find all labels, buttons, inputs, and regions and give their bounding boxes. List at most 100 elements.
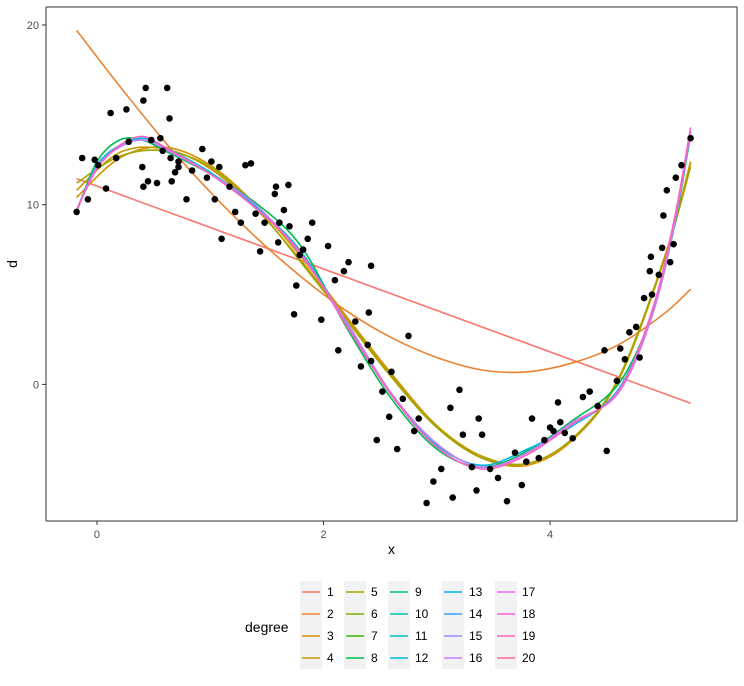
data-point-40 — [256, 248, 264, 255]
data-point-102 — [579, 393, 587, 401]
data-point-36 — [237, 219, 245, 226]
data-point-33 — [218, 235, 225, 243]
data-point-100 — [561, 429, 569, 437]
data-point-43 — [272, 183, 280, 190]
legend-label: 2 — [327, 607, 334, 621]
fit-curve-degree-4 — [76, 146, 692, 466]
legend-label: 4 — [327, 651, 334, 665]
fit-curve-degree-5 — [76, 149, 692, 466]
data-point-104 — [594, 402, 601, 410]
data-point-79 — [447, 404, 454, 412]
data-point-71 — [393, 445, 401, 453]
data-point-117 — [655, 271, 663, 279]
x-axis-title: x — [388, 541, 395, 557]
data-point-120 — [663, 187, 671, 194]
data-point-55 — [318, 316, 325, 324]
data-point-18 — [159, 147, 166, 155]
data-point-77 — [430, 478, 437, 485]
data-point-27 — [188, 167, 196, 174]
data-point-70 — [388, 368, 395, 376]
data-point-68 — [379, 388, 386, 395]
data-point-25 — [175, 158, 182, 165]
data-point-10 — [139, 163, 146, 171]
data-point-69 — [385, 413, 393, 421]
data-point-94 — [535, 454, 543, 462]
data-point-31 — [211, 196, 219, 203]
data-point-105 — [601, 347, 608, 354]
data-point-93 — [528, 415, 536, 422]
data-point-108 — [617, 345, 624, 352]
legend-label: 19 — [522, 629, 536, 643]
data-point-62 — [357, 363, 365, 370]
data-point-83 — [468, 463, 476, 471]
x-tick-label: 2 — [320, 529, 326, 541]
data-point-26 — [183, 196, 190, 203]
data-point-74 — [410, 427, 418, 435]
data-point-35 — [231, 208, 239, 216]
data-point-113 — [640, 294, 648, 302]
legend-label: 20 — [522, 651, 536, 665]
data-point-4 — [94, 161, 102, 169]
fit-curve-degree-16 — [75, 130, 692, 469]
data-point-54 — [308, 219, 316, 226]
legend-label: 11 — [415, 629, 428, 643]
data-point-80 — [449, 494, 457, 501]
x-axis-ticks: 0 2 4 — [94, 521, 553, 541]
data-point-114 — [646, 267, 654, 275]
data-point-53 — [304, 235, 312, 243]
data-point-6 — [107, 109, 114, 117]
legend-label: 9 — [415, 585, 422, 599]
y-tick-label: 20 — [27, 20, 39, 32]
fit-curve-degree-2 — [75, 29, 692, 374]
data-point-0 — [73, 208, 80, 216]
data-point-51 — [296, 251, 304, 259]
data-point-8 — [123, 106, 130, 113]
data-point-16 — [153, 179, 161, 187]
fit-curve-degree-8 — [75, 134, 692, 468]
fit-curve-degree-19 — [75, 127, 692, 470]
data-point-17 — [157, 134, 164, 142]
data-point-9 — [125, 138, 132, 146]
data-point-34 — [226, 183, 233, 190]
data-point-50 — [293, 282, 300, 289]
data-point-67 — [373, 436, 381, 444]
data-point-11 — [140, 183, 147, 190]
data-point-75 — [415, 415, 423, 422]
data-point-101 — [569, 435, 576, 442]
legend-label: 16 — [469, 651, 483, 665]
data-point-23 — [171, 169, 179, 176]
data-point-49 — [290, 311, 298, 318]
data-point-3 — [91, 156, 98, 164]
data-point-121 — [666, 258, 674, 266]
data-point-22 — [168, 178, 175, 185]
data-point-42 — [271, 190, 279, 198]
data-point-21 — [167, 154, 174, 162]
legend-label: 18 — [522, 607, 536, 621]
y-axis-ticks: 0 10 20 — [27, 20, 46, 391]
data-points — [73, 84, 694, 507]
data-point-12 — [140, 97, 147, 104]
data-point-24 — [175, 163, 182, 171]
data-point-1 — [78, 154, 86, 162]
y-axis-title: d — [4, 260, 20, 268]
data-point-119 — [660, 212, 667, 219]
data-point-58 — [335, 347, 342, 354]
data-point-45 — [276, 219, 283, 226]
legend-label: 7 — [371, 629, 378, 643]
data-point-7 — [112, 154, 120, 162]
data-point-20 — [166, 115, 173, 122]
legend-label: 8 — [371, 651, 378, 665]
data-point-41 — [261, 219, 268, 226]
data-point-44 — [274, 239, 282, 246]
data-point-118 — [658, 244, 666, 252]
fitted-curves — [75, 29, 692, 470]
legend-label: 15 — [469, 629, 483, 643]
data-point-30 — [208, 158, 215, 165]
data-point-37 — [242, 161, 249, 169]
data-point-56 — [324, 242, 332, 250]
data-point-47 — [285, 181, 292, 189]
legend-label: 10 — [415, 607, 429, 621]
data-point-28 — [199, 145, 206, 153]
legend-label: 13 — [469, 585, 483, 599]
data-point-84 — [473, 487, 480, 494]
